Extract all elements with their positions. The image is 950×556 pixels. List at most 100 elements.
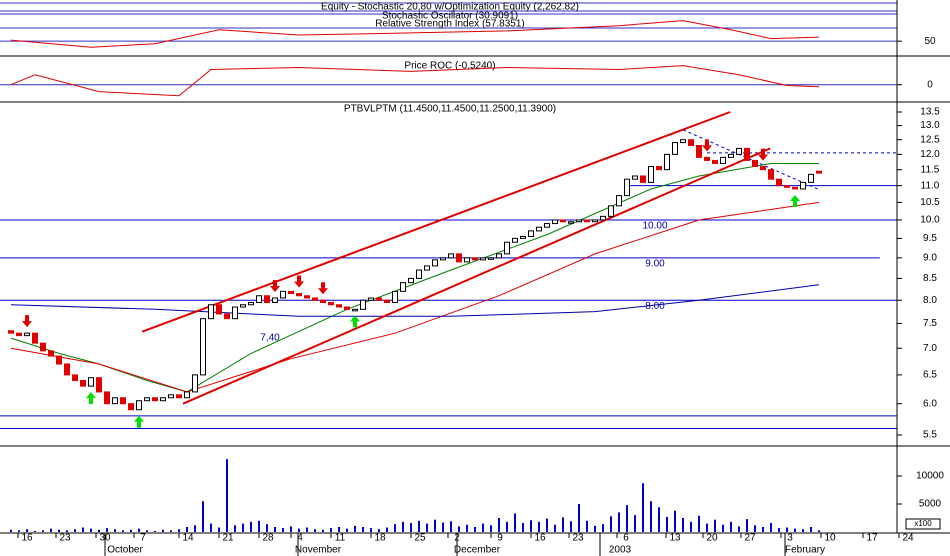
volume-bar xyxy=(10,529,12,532)
candle xyxy=(448,253,454,259)
top-panel-decor xyxy=(0,2,897,29)
volume-bar xyxy=(530,520,532,532)
candle xyxy=(600,215,606,221)
candle xyxy=(384,299,390,303)
candle xyxy=(672,142,678,155)
panel-label: Relative Strength Index (57.8351) xyxy=(375,19,525,30)
level-label: 10.00 xyxy=(642,221,667,232)
volume-bar xyxy=(226,459,228,532)
candle xyxy=(632,175,638,180)
volume-bar xyxy=(514,513,516,532)
volume-bar xyxy=(274,526,276,532)
candle xyxy=(232,306,238,320)
panel-label: Stochastic Oscillator (30.9091) xyxy=(382,11,518,22)
volume-bar xyxy=(18,530,20,532)
candle xyxy=(472,257,478,261)
x-tick-label: 21 xyxy=(222,533,234,544)
candle xyxy=(528,230,534,238)
candle xyxy=(768,169,774,180)
buy-arrow xyxy=(350,315,360,328)
candle xyxy=(488,257,494,260)
candle xyxy=(728,153,734,158)
volume-bar xyxy=(258,520,260,532)
volume-bar xyxy=(770,523,772,532)
candle xyxy=(360,299,366,310)
candle xyxy=(416,269,422,279)
y-tick-label: 12.0 xyxy=(920,149,940,160)
volume-bar xyxy=(74,529,76,532)
candle xyxy=(576,219,582,223)
candle xyxy=(544,223,550,228)
volume-bar xyxy=(490,525,492,532)
volume-bar xyxy=(426,523,428,532)
volume-bar xyxy=(34,530,36,532)
candle xyxy=(16,332,22,337)
volume-bar xyxy=(170,530,172,532)
frame xyxy=(0,0,950,534)
x-tick-label: 9 xyxy=(497,533,503,544)
candle xyxy=(96,377,102,393)
x-tick-label: 16 xyxy=(534,533,546,544)
candle xyxy=(648,166,654,183)
x-tick-label: 17 xyxy=(866,533,878,544)
volume-bar xyxy=(314,529,316,532)
trendline xyxy=(182,147,771,405)
month-label: November xyxy=(295,545,342,556)
y-tick-label: 11.0 xyxy=(921,180,940,191)
volume-bar xyxy=(58,529,60,532)
candle xyxy=(200,318,206,376)
volume-bar xyxy=(98,529,100,532)
volume-bar xyxy=(154,530,156,532)
roc-line xyxy=(10,65,820,97)
candle xyxy=(680,139,686,144)
volume-bar xyxy=(570,521,572,532)
x-tick-label: 18 xyxy=(374,533,386,544)
volume-bar xyxy=(610,516,612,532)
candle xyxy=(784,185,790,188)
candle xyxy=(136,400,142,411)
volume-bar xyxy=(754,525,756,532)
candle xyxy=(696,144,702,158)
volume-bar xyxy=(370,528,372,532)
candle xyxy=(792,186,798,190)
candle xyxy=(616,195,622,207)
candle xyxy=(408,277,414,284)
volume-bar xyxy=(554,524,556,532)
y-tick-label: 10.5 xyxy=(920,197,940,208)
volume-bar xyxy=(578,504,580,532)
x-tick-label: 28 xyxy=(262,533,274,544)
candle xyxy=(224,313,230,320)
candle xyxy=(608,205,614,217)
volume-bar xyxy=(698,515,700,532)
volume-bar xyxy=(186,526,188,532)
volume-bar xyxy=(346,528,348,532)
x-tick-label: 24 xyxy=(902,533,914,544)
volume-unit: x100 xyxy=(914,519,932,528)
candle xyxy=(520,236,526,239)
volume-bar xyxy=(250,521,252,532)
x-tick-label: 25 xyxy=(414,533,426,544)
y-tick-label: 13.0 xyxy=(920,120,940,131)
volume-bar xyxy=(42,530,44,532)
volume-bar xyxy=(714,519,716,532)
candle xyxy=(816,170,822,174)
candle xyxy=(744,147,750,161)
volume-bar xyxy=(706,523,708,532)
volume-bar xyxy=(650,501,652,532)
volume-bar xyxy=(690,521,692,532)
x-tick-label: 23 xyxy=(59,533,71,544)
volume-bar xyxy=(410,523,412,532)
volume-bar xyxy=(66,530,68,532)
volume-bar xyxy=(82,527,84,532)
volume-bar xyxy=(498,518,500,532)
candle xyxy=(88,377,94,387)
x-tick-label: 4 xyxy=(297,533,303,544)
volume-bar xyxy=(666,516,668,532)
candle xyxy=(80,379,86,387)
annotation: 7,40 xyxy=(260,333,280,344)
volume-bar xyxy=(306,527,308,532)
volume-bar xyxy=(538,521,540,532)
volume-bar xyxy=(594,525,596,532)
candle xyxy=(144,397,150,402)
